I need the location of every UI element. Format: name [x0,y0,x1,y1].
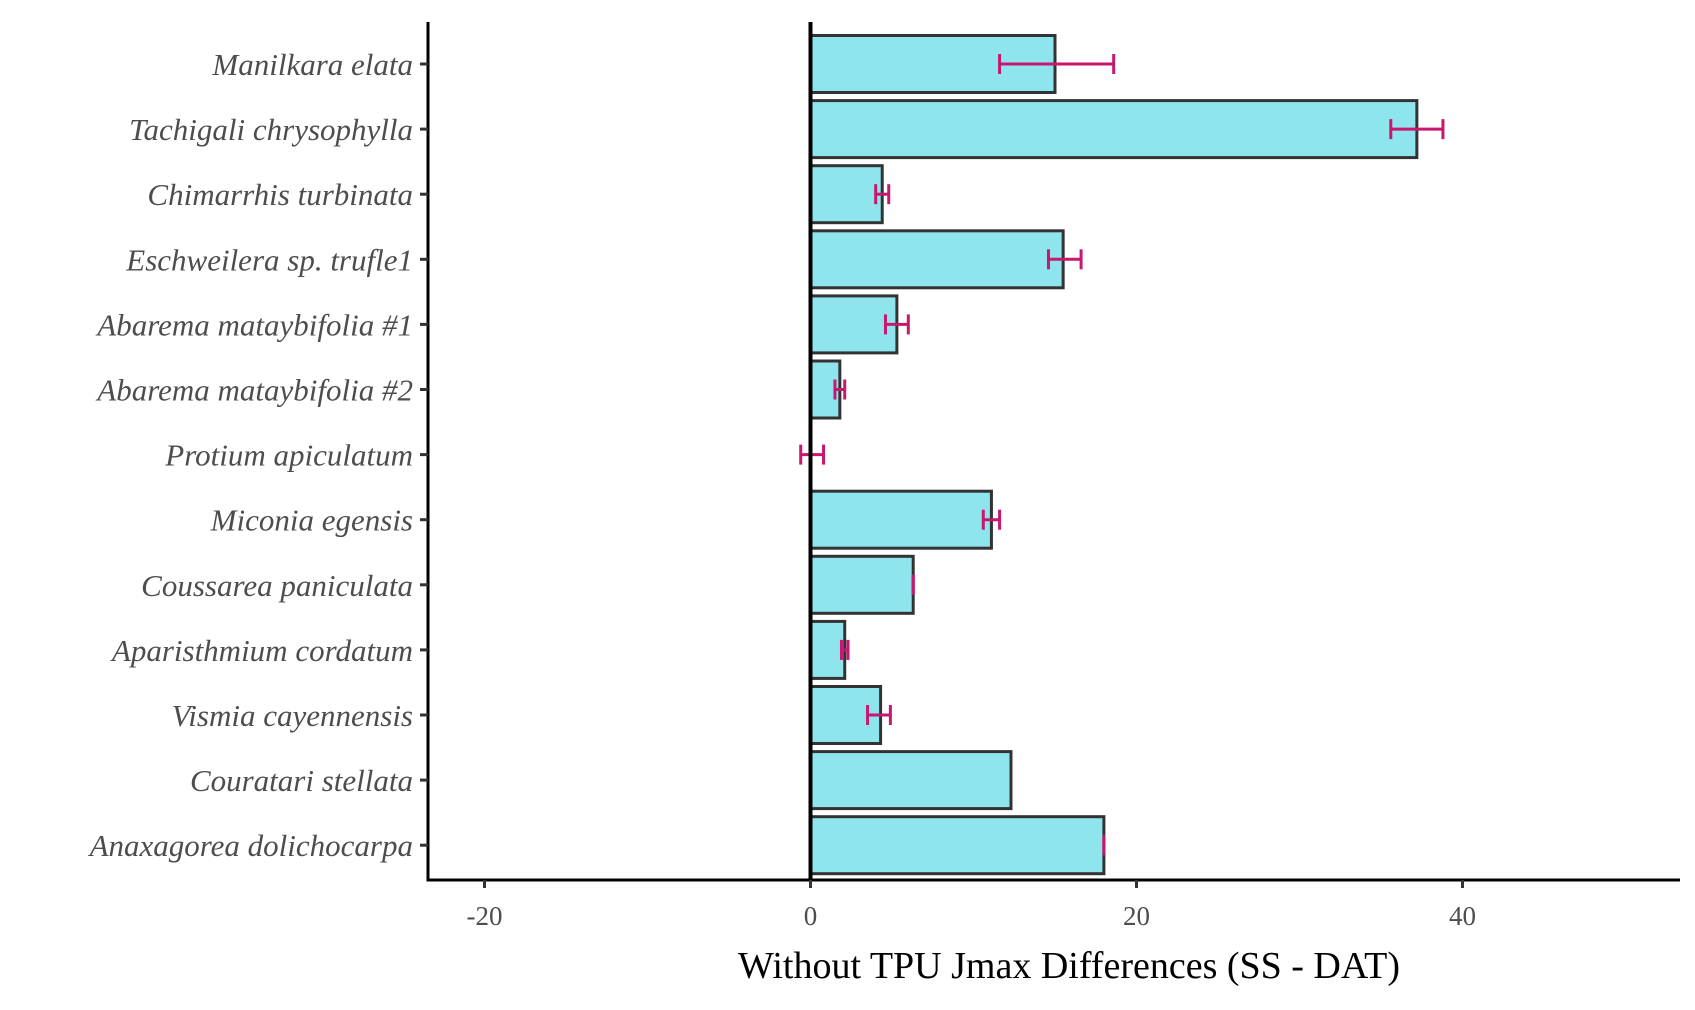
error-bar [866,705,892,725]
bar [809,164,884,225]
x-ticks-layer: -20 0 20 40 [467,880,1476,931]
bar [809,489,993,550]
category-labels-layer: Manilkara elata Tachigali chrysophylla Chi… [88,47,428,863]
error-bar [998,54,1116,74]
bar [809,750,1013,811]
axes-layer [426,22,1680,882]
x-tick-label: -20 [467,901,503,931]
error-bar [833,379,847,400]
category-label: Vismia cayennensis [172,698,413,733]
category-label: Chimarrhis turbinata [147,177,413,212]
category-label: Manilkara elata [211,47,413,82]
category-label: Eschweilera sp. trufle1 [125,242,413,277]
error-bar [1389,119,1445,140]
error-bar [839,639,850,660]
category-label: Anaxagorea dolichocarpa [88,828,413,863]
x-tick-label: 0 [804,901,818,931]
bar [809,619,847,680]
category-label: Abarema mataybifolia #2 [95,373,413,408]
bar [809,815,1106,876]
bar [809,554,915,615]
error-bar [981,509,1002,530]
error-bar [1046,249,1083,270]
x-tick-label: 20 [1123,901,1150,931]
bar [809,294,899,355]
bar [809,99,1419,160]
category-label: Abarema mataybifolia #1 [95,307,413,342]
category-label: Aparisthmium cordatum [110,633,413,668]
bars-layer [809,34,1419,876]
error-bars-layer [799,54,1445,856]
category-label: Coussarea paniculata [141,568,413,603]
error-bar [874,184,891,205]
category-label: Couratari stellata [190,763,413,798]
x-axis-title: Without TPU Jmax Differences (SS - DAT) [738,945,1400,987]
error-bar [883,314,910,335]
bar [809,229,1065,290]
x-tick-label: 40 [1449,901,1476,931]
category-label: Tachigali chrysophylla [129,112,413,147]
category-label: Miconia egensis [210,503,413,538]
category-label: Protium apiculatum [164,438,413,473]
